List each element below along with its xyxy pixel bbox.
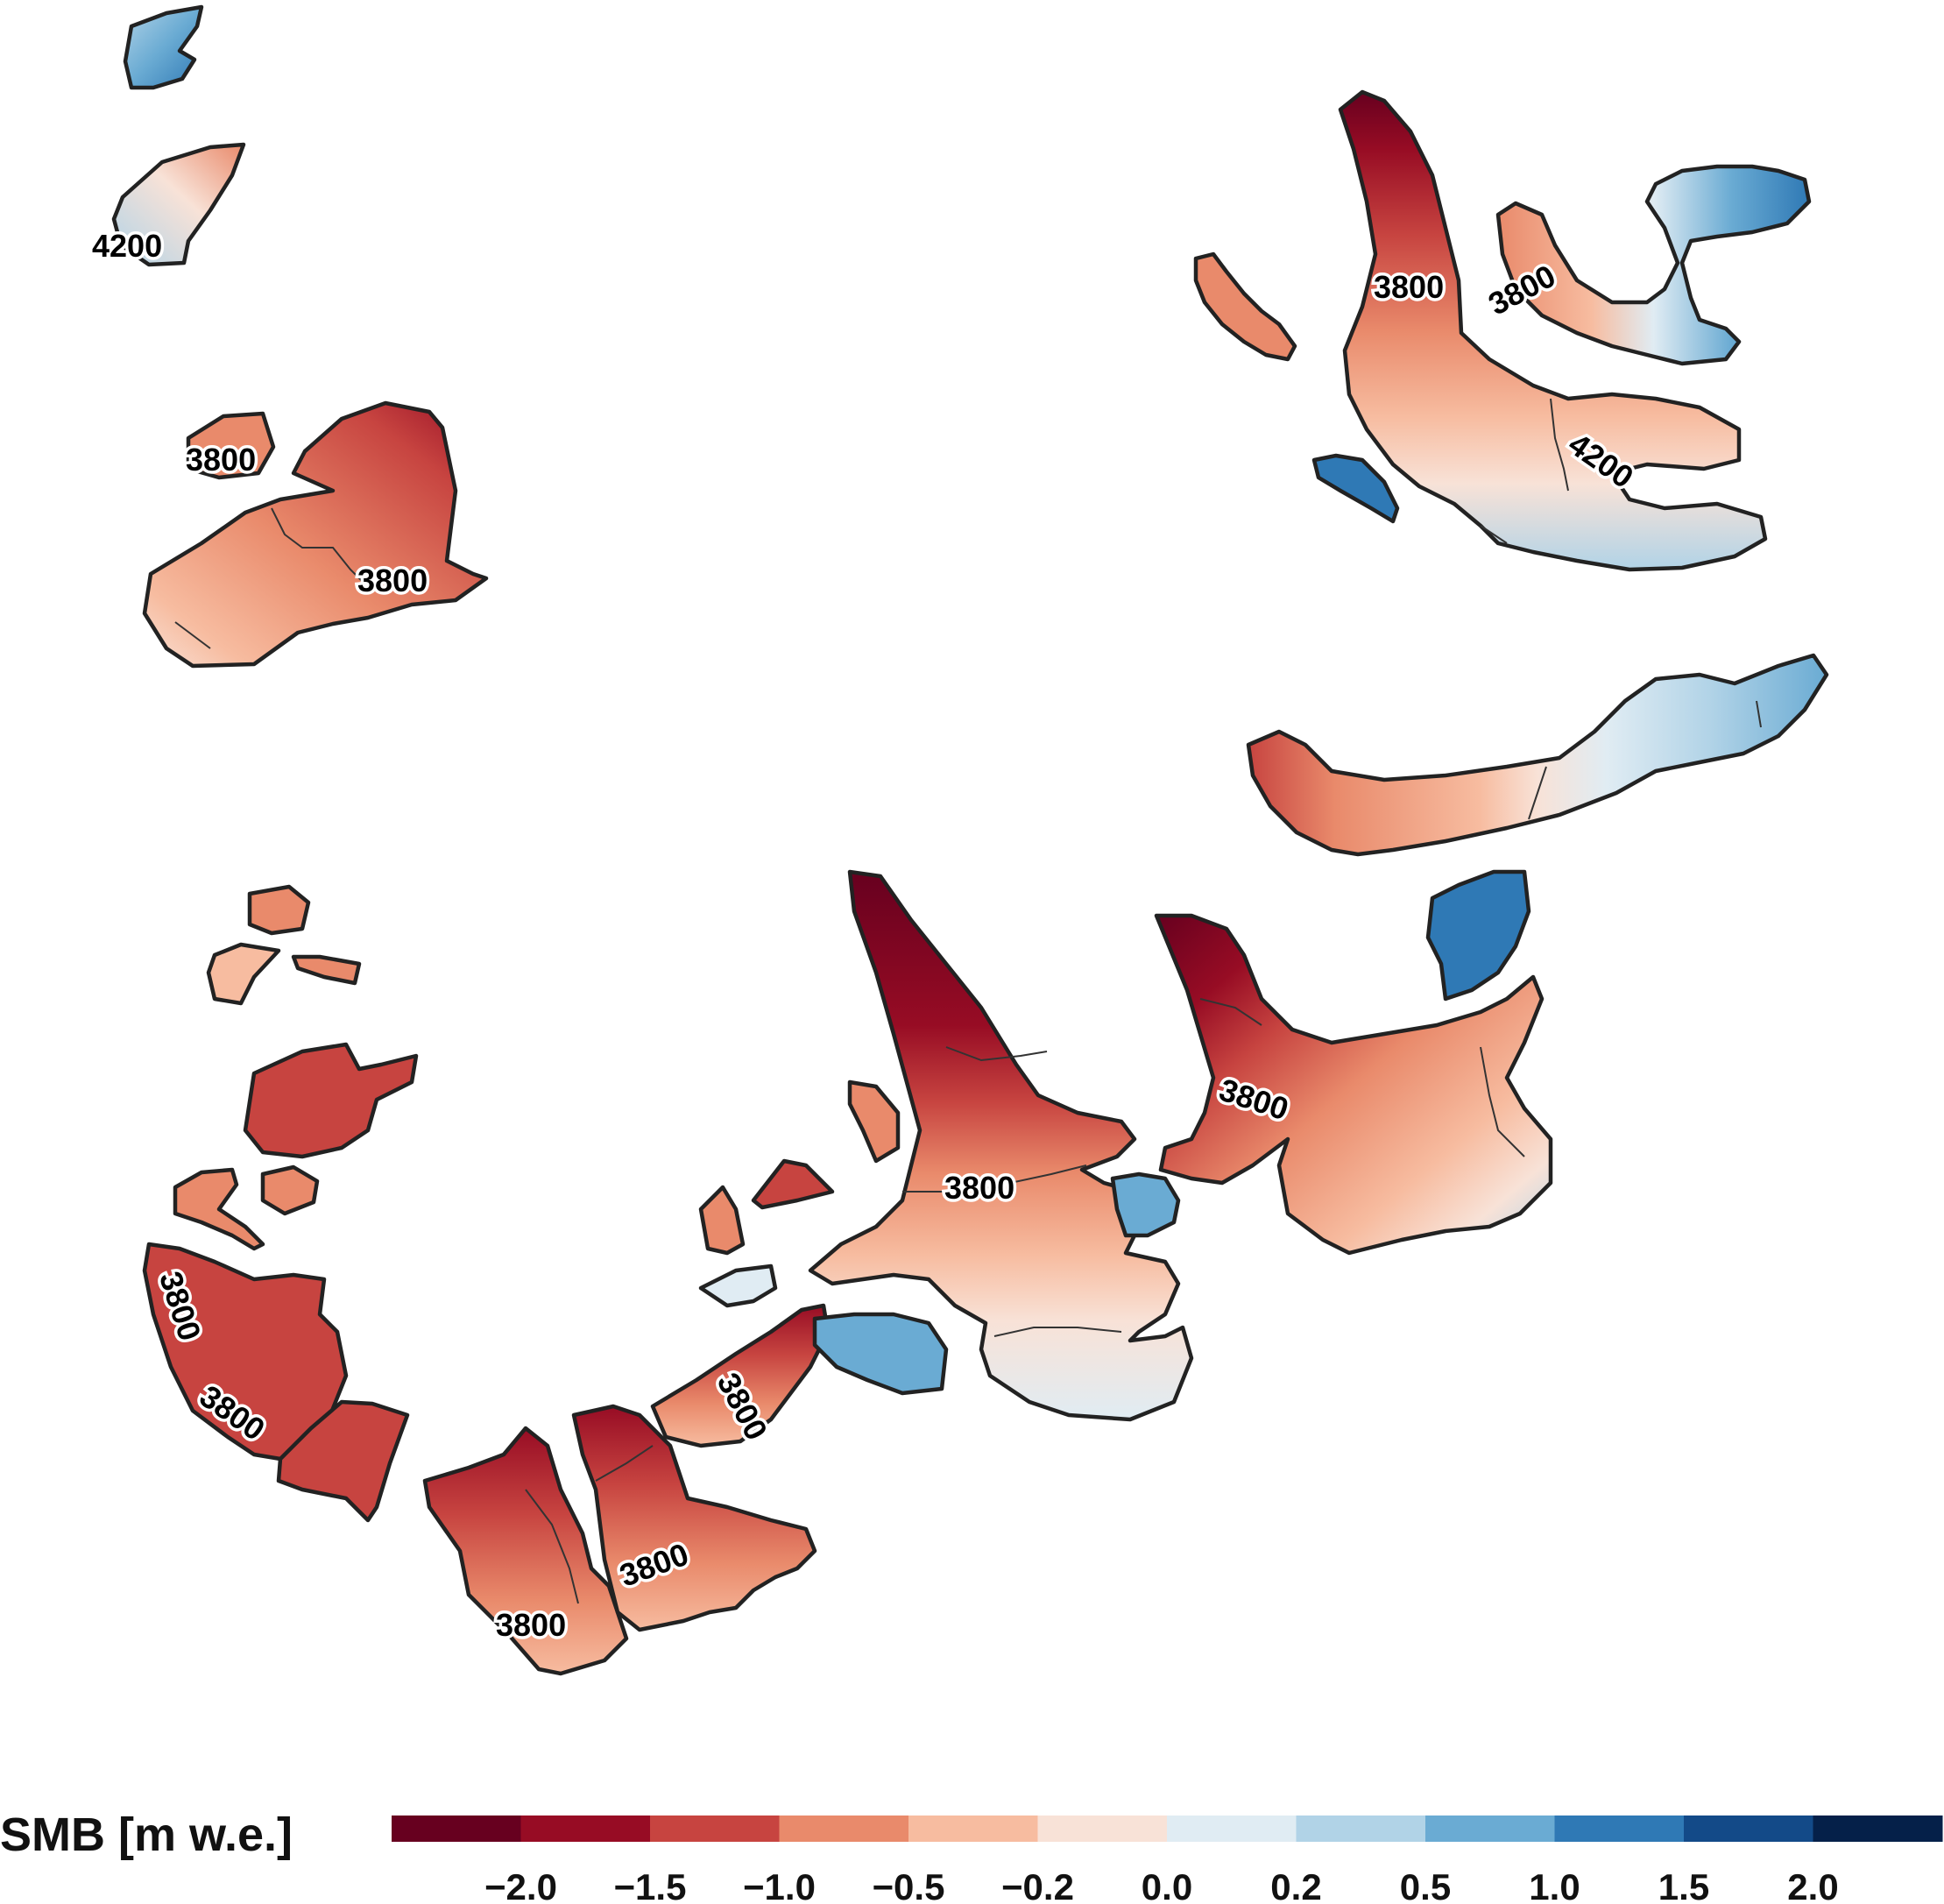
glacier-northwest-main: [142, 400, 489, 669]
colorbar-swatch: [1684, 1816, 1813, 1842]
colorbar-ticks: −2.0 −1.5 −1.0 −0.5 −0.2 0.0 0.2 0.5 1.0 1.5 2.0: [484, 1866, 1839, 1904]
glacier-top-left-2: [111, 142, 246, 267]
colorbar-tick-label: 0.2: [1270, 1866, 1321, 1904]
contour-line: [945, 1046, 1048, 1062]
colorbar-swatch: [1813, 1816, 1943, 1842]
contour-label: 4200: [92, 228, 162, 264]
colorbar-swatch: [392, 1816, 521, 1842]
contour-line: [1480, 525, 1508, 544]
colorbar-tick-label: −0.2: [1001, 1866, 1074, 1904]
contour-label: 3800: [1374, 269, 1444, 305]
glacier-south-1: [276, 1399, 410, 1523]
colorbar-swatch: [1425, 1816, 1555, 1842]
contour-line: [174, 621, 211, 649]
glacier-central-east-arm: [1110, 1171, 1181, 1238]
contour-line: [1480, 1046, 1525, 1157]
colorbar-tick-label: −0.5: [873, 1866, 945, 1904]
glacier-center-islet-1: [847, 1079, 901, 1164]
contour-label: 3800: [944, 1170, 1014, 1206]
glacier-top-left-1: [123, 4, 204, 90]
colorbar-tick-label: −1.0: [743, 1866, 816, 1904]
contour-line: [1199, 998, 1262, 1026]
colorbar-tick-label: 0.5: [1400, 1866, 1451, 1904]
colorbar-swatch: [908, 1816, 1038, 1842]
glacier-northwest-small: [186, 411, 276, 480]
glacier-northeast-arm: [1495, 164, 1812, 366]
contour-label: 3800: [186, 442, 256, 478]
colorbar-tick-label: −1.5: [614, 1866, 687, 1904]
glacier-west-islet-4: [173, 1167, 265, 1251]
colorbar-swatch: [650, 1816, 780, 1842]
colorbar-swatch: [1167, 1816, 1297, 1842]
colorbar-swatches: [392, 1816, 1943, 1842]
contour-label: 3800: [357, 563, 428, 598]
contour-line: [595, 1445, 654, 1482]
colorbar-tick-label: 1.0: [1529, 1866, 1580, 1904]
colorbar-tick-label: 1.5: [1658, 1866, 1709, 1904]
colorbar-swatch: [1037, 1816, 1168, 1842]
contour-line: [1756, 700, 1762, 728]
colorbar-swatch: [1296, 1816, 1426, 1842]
glacier-west-islet-1: [247, 884, 311, 936]
glacier-right-main: [1154, 913, 1553, 1256]
contour-line: [902, 1164, 1087, 1193]
glacier-northeast-islet: [1193, 251, 1297, 362]
colorbar-swatch: [1554, 1816, 1685, 1842]
contour-line: [1528, 766, 1547, 820]
glacier-center-islet-3: [698, 1185, 746, 1256]
glacier-center-islet-2: [751, 1158, 835, 1210]
colorbar-swatch: [520, 1816, 651, 1842]
contour-line: [271, 507, 369, 588]
glacier-central-blue-arm: [812, 1312, 949, 1396]
glacier-south-3: [571, 1404, 817, 1632]
glacier-right-blue: [1425, 869, 1531, 1002]
glacier-center-islet-4: [698, 1263, 778, 1308]
glacier-west-islet-3: [291, 954, 362, 986]
glacier-northeast-blue-islet: [1311, 453, 1400, 524]
colorbar-title: SMB [m w.e.]: [0, 1808, 293, 1861]
contour-line: [1550, 398, 1569, 492]
colorbar-swatch: [779, 1816, 909, 1842]
colorbar-tick-label: 2.0: [1787, 1866, 1838, 1904]
glacier-central-main: [808, 869, 1194, 1422]
glacier-west-mid: [243, 1042, 419, 1159]
contour-label: 3800: [496, 1607, 566, 1643]
glacier-west-islet-2: [206, 942, 281, 1006]
contour-line: [993, 1327, 1122, 1337]
colorbar-tick-label: 0.0: [1142, 1866, 1192, 1904]
contour-line: [525, 1489, 579, 1604]
glacier-east-long: [1246, 653, 1829, 857]
glacier-northeast-tongue: [1338, 89, 1768, 572]
glacier-west-islet-5: [260, 1164, 320, 1216]
colorbar-tick-label: −2.0: [484, 1866, 557, 1904]
